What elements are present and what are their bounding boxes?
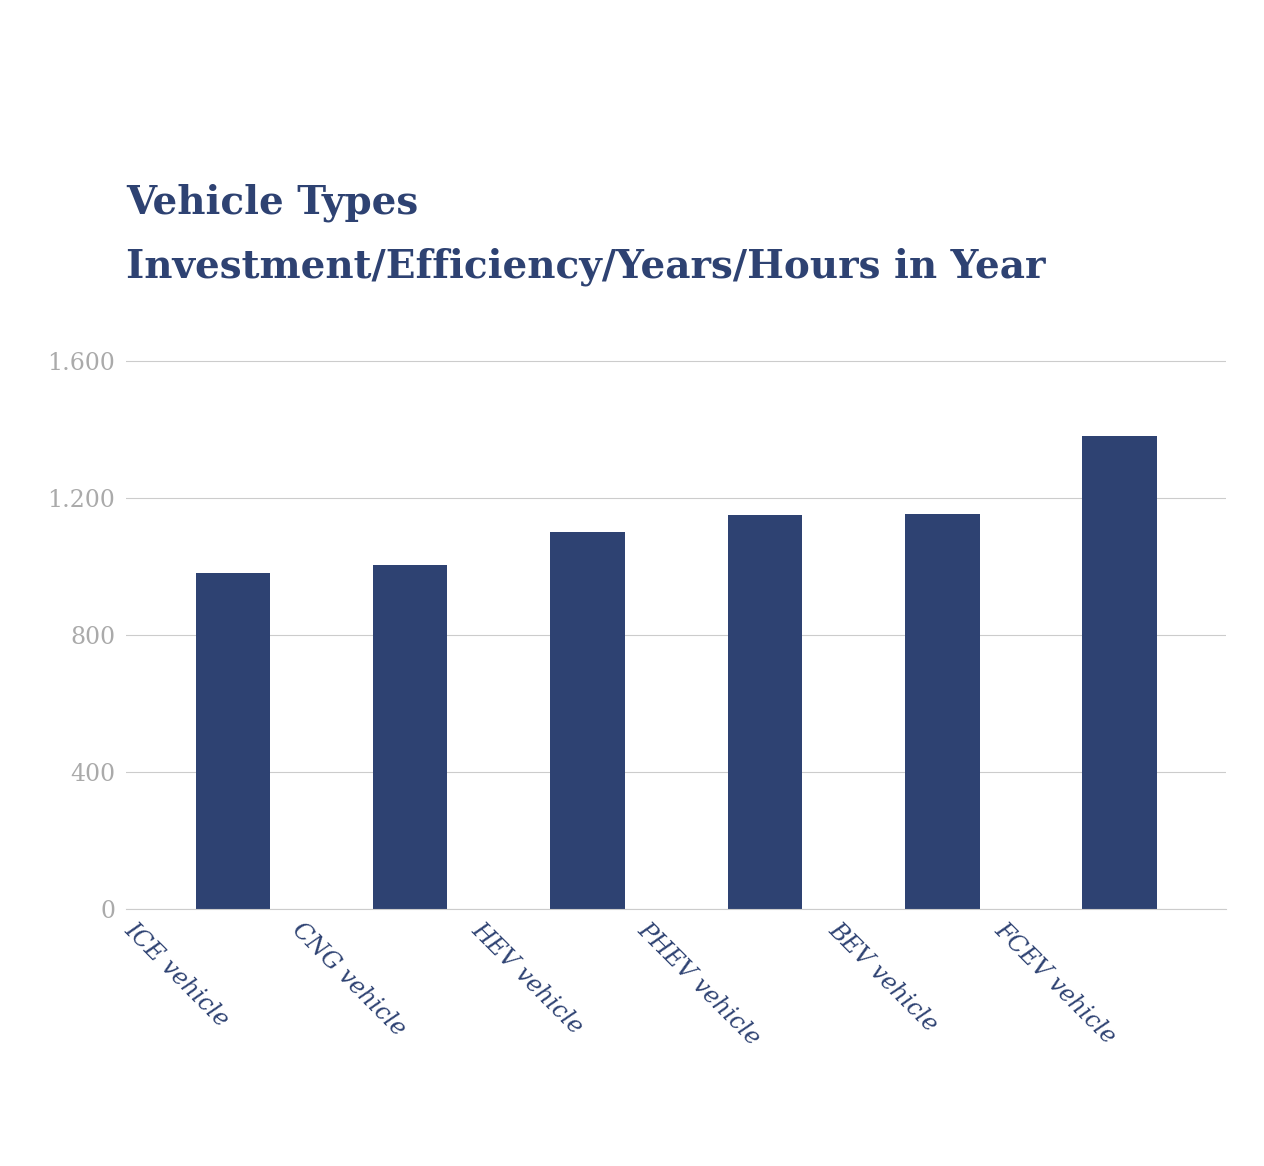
Bar xyxy=(550,532,624,909)
Bar xyxy=(373,564,447,909)
Bar xyxy=(1082,436,1157,909)
Bar xyxy=(728,515,803,909)
Bar xyxy=(905,514,980,909)
Bar xyxy=(196,574,270,909)
Text: Vehicle Types: Vehicle Types xyxy=(126,183,418,222)
Text: Investment/Efficiency/Years/Hours in Year: Investment/Efficiency/Years/Hours in Yea… xyxy=(126,247,1045,286)
